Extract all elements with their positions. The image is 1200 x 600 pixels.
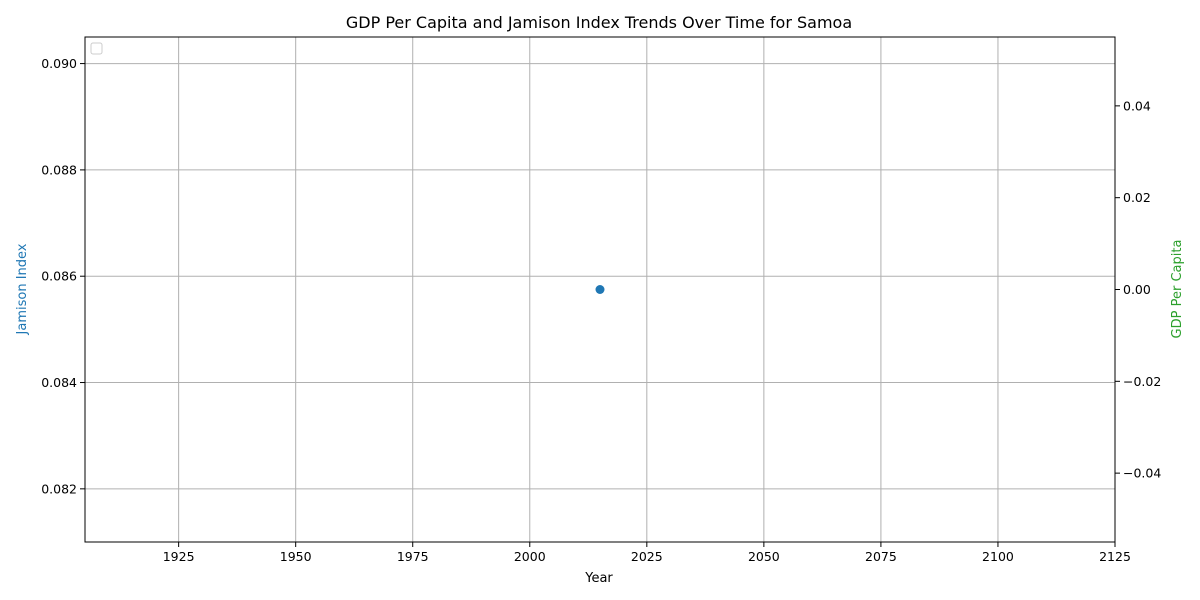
x-axis-label: Year [584, 571, 613, 586]
y-right-axis-label: GDP Per Capita [1170, 240, 1185, 339]
y-left-axis-label: Jamison Index [15, 243, 30, 335]
chart-title: GDP Per Capita and Jamison Index Trends … [346, 13, 852, 32]
y-right-tick-label: 0.00 [1123, 282, 1151, 297]
y-left-tick-label: 0.086 [41, 269, 77, 284]
x-tick-label: 2050 [748, 549, 780, 564]
y-left-tick-label: 0.082 [41, 481, 77, 496]
x-tick-label: 1925 [163, 549, 195, 564]
y-right-tick-label: 0.04 [1123, 98, 1151, 113]
data-marks [595, 285, 605, 294]
x-tick-label: 2075 [865, 549, 897, 564]
y-right-tick-label: −0.04 [1123, 466, 1161, 481]
legend-box [90, 42, 103, 55]
x-tick-label: 2125 [1099, 549, 1131, 564]
tick-marks [80, 63, 1120, 547]
y-right-tick-label: 0.02 [1123, 190, 1151, 205]
y-left-tick-label: 0.084 [41, 375, 77, 390]
x-tick-label: 1950 [280, 549, 312, 564]
x-tick-label: 1975 [397, 549, 429, 564]
grid [85, 37, 1116, 542]
y-right-tick-label: −0.02 [1123, 374, 1161, 389]
tick-labels: 1925 1950 1975 2000 2025 2050 2075 2100 2125 0.08… [41, 56, 1161, 564]
data-point [595, 285, 605, 294]
x-tick-label: 2100 [982, 549, 1014, 564]
x-tick-label: 2025 [631, 549, 663, 564]
y-left-tick-label: 0.090 [41, 56, 77, 71]
y-left-tick-label: 0.088 [41, 162, 77, 177]
x-tick-label: 2000 [514, 549, 546, 564]
